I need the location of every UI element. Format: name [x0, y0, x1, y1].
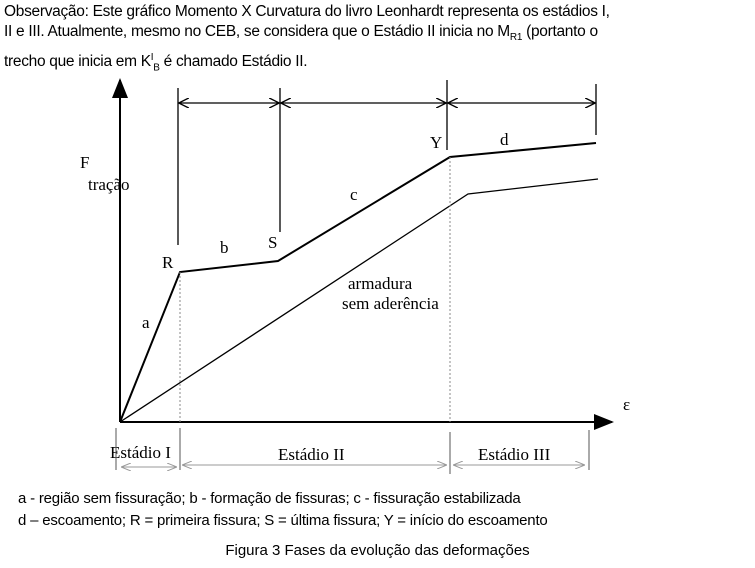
unbonded-label: armadura: [348, 274, 413, 293]
stage-1-label: Estádio I: [110, 443, 171, 462]
superscript: I: [150, 52, 154, 64]
subscript: B: [153, 62, 160, 74]
y-axis-label: F: [80, 153, 89, 172]
note-line: é chamado Estádio II.: [159, 53, 308, 71]
legend-line: a - região sem fissuração; b - formação …: [18, 490, 521, 507]
unbonded-curve: [119, 178, 599, 423]
note-line: trecho que inicia em K: [4, 53, 151, 71]
y-axis-sublabel: tração: [88, 175, 130, 194]
point-r-label: R: [162, 253, 174, 272]
stage-2-label: Estádio II: [278, 445, 345, 464]
segment-b-label: b: [220, 238, 229, 257]
segment-d-label: d: [500, 130, 509, 149]
top-dimension-lines: [177, 80, 597, 245]
observation-note: Observação: Este gráfico Momento X Curva…: [4, 2, 754, 78]
stage-dividers: [115, 428, 590, 474]
main-curve: [119, 142, 597, 423]
unbonded-label-2: sem aderência: [342, 294, 439, 313]
note-line: Observação: Este gráfico Momento X Curva…: [4, 3, 610, 20]
stage-3-label: Estádio III: [478, 445, 551, 464]
segment-c-label: c: [350, 185, 358, 204]
legend-line: d – escoamento; R = primeira fissura; S …: [18, 512, 548, 529]
x-axis-label: ε: [623, 395, 630, 414]
figure-caption: Figura 3 Fases da evolução das deformaçõ…: [225, 542, 530, 559]
point-y-label: Y: [430, 133, 442, 152]
point-s-label: S: [268, 233, 277, 252]
subscript: R1: [509, 32, 523, 44]
stage-arrows: [122, 465, 584, 467]
segment-a-label: a: [142, 313, 150, 332]
note-line: (portanto o: [522, 23, 598, 40]
note-line: II e III. Atualmente, mesmo no CEB, se c…: [4, 23, 510, 40]
